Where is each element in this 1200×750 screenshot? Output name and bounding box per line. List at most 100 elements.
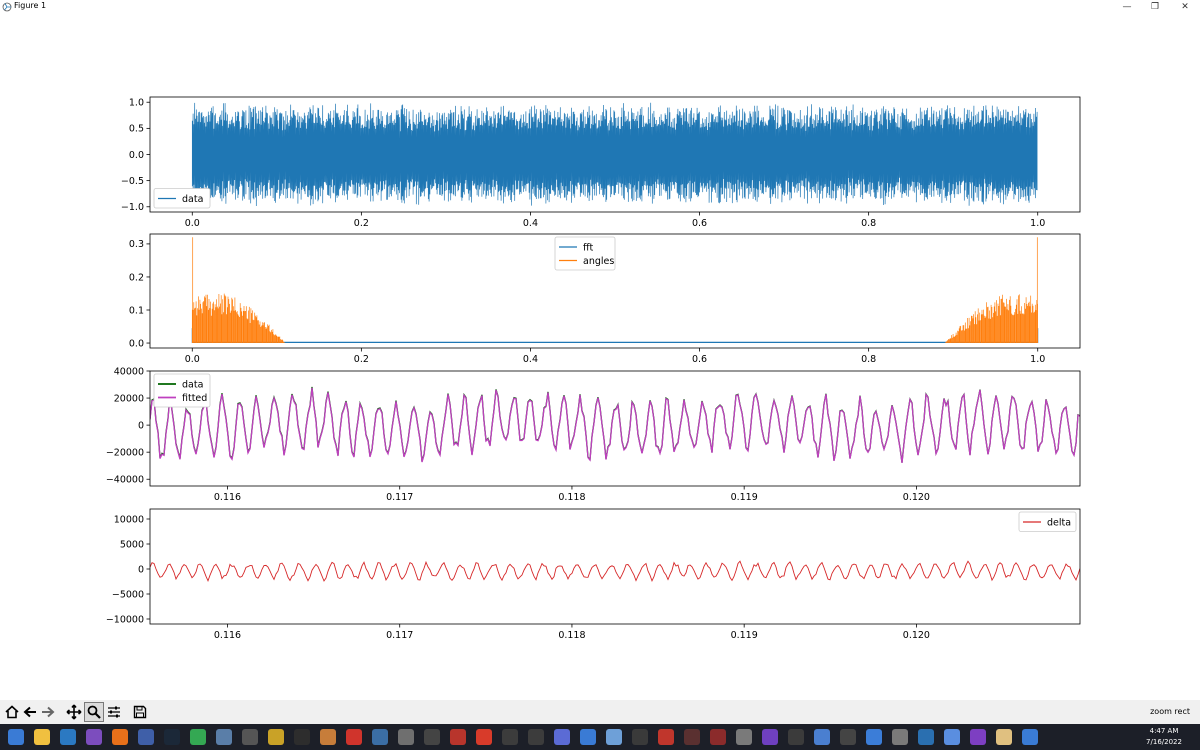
app-icon[interactable]	[866, 729, 882, 745]
discord-icon[interactable]	[606, 729, 622, 745]
y-tick-label: −10000	[106, 614, 144, 625]
legend: data	[153, 188, 211, 209]
firefox-icon[interactable]	[164, 729, 180, 745]
back-button[interactable]	[20, 702, 40, 722]
x-tick-label: 0.119	[731, 492, 758, 503]
terminal-icon[interactable]	[554, 729, 570, 745]
y-tick-label: 0	[138, 564, 144, 575]
x-tick-label: 0.120	[903, 630, 930, 641]
legend-box	[153, 188, 211, 209]
app-icon[interactable]	[814, 729, 830, 745]
series-fft-spikes	[191, 328, 1039, 344]
legend-label-data: data	[182, 379, 203, 390]
legend: delta	[1018, 511, 1077, 532]
app-icon[interactable]	[892, 729, 908, 745]
app-icon[interactable]	[398, 729, 414, 745]
app-icon[interactable]	[502, 729, 518, 745]
y-tick-label: −0.5	[121, 176, 144, 187]
terminal-icon[interactable]	[840, 729, 856, 745]
y-tick-label: 0.3	[129, 239, 144, 250]
home-icon	[5, 705, 19, 719]
app-icon[interactable]	[918, 729, 934, 745]
legend-box	[153, 373, 211, 408]
y-tick-label: 0.0	[129, 150, 144, 161]
forward-button[interactable]	[38, 702, 58, 722]
app-icon[interactable]	[294, 729, 310, 745]
app-icon[interactable]	[736, 729, 752, 745]
subplot-1[interactable]: 0.0 0.2 0.4 0.6 0.8 1.0 1.0 0.5 0.0 −0.5 −1.0 data	[121, 96, 1081, 229]
toolbar-status-message: zoom rect	[1150, 707, 1190, 716]
series-line-delta	[150, 560, 1080, 583]
pan-icon	[66, 704, 82, 720]
x-tick-label: 0.120	[903, 492, 930, 503]
taskbar-clock[interactable]: 4:47 AM 7/16/2022	[1134, 726, 1194, 748]
search-icon[interactable]	[34, 729, 50, 745]
app-icon[interactable]	[710, 729, 726, 745]
y-tick-label: 0.1	[129, 305, 144, 316]
subplot-4[interactable]: 0.116 0.117 0.118 0.119 0.120 10000 5000 0 −5000…	[106, 508, 1081, 641]
window-titlebar: Figure 1 — ❐ ✕	[0, 0, 1200, 14]
app-icon[interactable]	[190, 729, 206, 745]
app-icon[interactable]	[684, 729, 700, 745]
app-icon[interactable]	[372, 729, 388, 745]
configure-subplots-icon	[108, 706, 120, 718]
virtualbox-icon[interactable]	[450, 729, 466, 745]
x-tick-label: 0.116	[214, 492, 241, 503]
terminal-icon[interactable]	[788, 729, 804, 745]
axes-frame	[149, 370, 1081, 487]
y-tick-label: 5000	[120, 539, 144, 550]
app-icon[interactable]	[320, 729, 336, 745]
terminal-icon[interactable]	[346, 729, 362, 745]
app-icon[interactable]	[944, 729, 960, 745]
x-tick-label: 1.0	[1030, 354, 1045, 365]
save-button[interactable]	[130, 702, 150, 722]
legend-label-data: data	[182, 194, 203, 205]
app-icon[interactable]	[476, 729, 492, 745]
app-icon[interactable]	[658, 729, 674, 745]
app-icon[interactable]	[528, 729, 544, 745]
x-tick-label: 0.0	[185, 354, 200, 365]
x-tick-label: 0.117	[386, 630, 413, 641]
series-line-fitted	[150, 387, 1080, 463]
configure-subplots-button[interactable]	[104, 702, 124, 722]
close-button[interactable]: ✕	[1181, 2, 1189, 12]
restore-button[interactable]: ❐	[1150, 2, 1160, 12]
subplot-2[interactable]: 0.0 0.2 0.4 0.6 0.8 1.0 0.3 0.2 0.1 0.0 fft angles	[129, 233, 1081, 365]
pan-button[interactable]	[64, 702, 84, 722]
y-tick-label: −5000	[112, 589, 144, 600]
x-tick-label: 0.119	[731, 630, 758, 641]
file-explorer-icon[interactable]	[86, 729, 102, 745]
x-tick-label: 0.6	[692, 218, 707, 229]
app-icon[interactable]	[996, 729, 1012, 745]
x-tick-label: 0.4	[523, 218, 538, 229]
chrome-icon[interactable]	[242, 729, 258, 745]
home-button[interactable]	[2, 702, 22, 722]
windows-start-icon[interactable]	[8, 729, 24, 745]
windows-start-icon[interactable]	[1022, 729, 1038, 745]
app-icon[interactable]	[970, 729, 986, 745]
x-tick-label: 1.0	[1030, 218, 1045, 229]
x-tick-label: 0.2	[354, 354, 369, 365]
figure-canvas[interactable]: 0.0 0.2 0.4 0.6 0.8 1.01.00.50.0−0.5−1.0data0…	[0, 14, 1200, 700]
task-view-icon[interactable]	[60, 729, 76, 745]
app-icon[interactable]	[632, 729, 648, 745]
terminal-icon[interactable]	[580, 729, 596, 745]
visual-studio-icon[interactable]	[138, 729, 154, 745]
subplot-3[interactable]: 0.116 0.117 0.118 0.119 0.120 40000 20000 0 −200…	[106, 366, 1081, 503]
visual-studio-icon[interactable]	[762, 729, 778, 745]
y-tick-label: −20000	[106, 447, 144, 458]
plot-area	[191, 237, 1039, 344]
series-line-data	[191, 102, 1038, 207]
x-tick-label: 0.2	[354, 218, 369, 229]
forward-arrow-icon	[42, 706, 55, 718]
steam-icon[interactable]	[216, 729, 232, 745]
app-icon[interactable]	[268, 729, 284, 745]
y-tick-label: 0	[138, 420, 144, 431]
zoom-button[interactable]	[84, 702, 104, 722]
x-tick-label: 0.4	[523, 354, 538, 365]
clock-date: 7/16/2022	[1146, 738, 1182, 746]
jetbrains-icon[interactable]	[424, 729, 440, 745]
axes-frame	[149, 233, 1081, 349]
vscode-icon[interactable]	[112, 729, 128, 745]
minimize-button[interactable]: —	[1122, 2, 1132, 12]
